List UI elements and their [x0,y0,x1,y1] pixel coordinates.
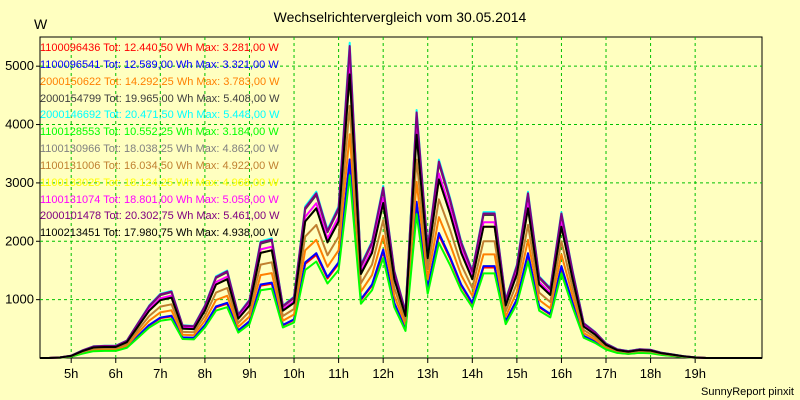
y-tick-label: 2000 [5,233,34,248]
legend-entry: 2000101478 Tot: 20.302,75 Wh Max: 5.461,… [40,210,280,223]
x-tick-label: 19h [684,366,706,381]
credit-text: SunnyReport pinxit [701,386,794,398]
x-tick-label: 17h [595,366,617,381]
series-line-1100128553 [40,174,762,359]
x-tick-label: 9h [242,366,256,381]
legend-entry: 1100131006 Tot: 16.034,50 Wh Max: 4.922,… [40,159,279,172]
legend-entry: 1100096436 Tot: 12.440,50 Wh Max: 3.281,… [40,42,279,54]
x-tick-label: 8h [198,366,212,381]
chart-title: Wechselrichtervergleich vom 30.05.2014 [273,9,527,25]
x-tick-label: 14h [461,366,483,381]
legend-entry: 1100096541 Tot: 12.589,00 Wh Max: 3.321,… [40,58,279,71]
x-tick-label: 11h [328,366,349,381]
x-tick-label: 10h [283,366,305,381]
x-tick-label: 5h [64,366,78,381]
legend-entry: 2000154799 Tot: 19.965,00 Wh Max: 5.408,… [40,92,280,105]
x-tick-label: 7h [153,366,167,381]
x-tick-label: 6h [109,366,123,381]
series-line-1100213451 [40,73,762,359]
legend-entry: 2000150622 Tot: 14.292,25 Wh Max: 3.783,… [40,75,280,88]
y-axis-unit: W [34,16,48,32]
plot-frame [39,36,763,359]
x-tick-label: 16h [551,366,573,381]
legend-entry: 1100128553 Tot: 10.552,25 Wh Max: 3.184,… [40,126,279,139]
x-tick-label: 13h [417,366,439,381]
legend-entry: 1100131074 Tot: 18.801,00 Wh Max: 5.058,… [40,193,279,206]
legend-entry: 1100133025 Tot: 18.124,25 Wh Max: 4.968,… [40,176,279,189]
legend: 1100096436 Tot: 12.440,50 Wh Max: 3.281,… [40,40,280,242]
x-tick-label: 12h [372,366,394,381]
x-tick-label: 15h [506,366,528,381]
y-tick-label: 3000 [5,175,34,190]
y-tick-label: 1000 [5,292,34,307]
y-tick-label: 5000 [5,58,34,73]
legend-entry: 1100130966 Tot: 18.038,25 Wh Max: 4.862,… [40,143,279,156]
x-tick-label: 18h [640,366,662,381]
y-tick-label: 4000 [5,117,34,132]
legend-entry: 2000146692 Tot: 20.471,50 Wh Max: 5.448,… [40,109,280,122]
legend-entry: 1100213451 Tot: 17.980,75 Wh Max: 4.938,… [40,227,279,240]
